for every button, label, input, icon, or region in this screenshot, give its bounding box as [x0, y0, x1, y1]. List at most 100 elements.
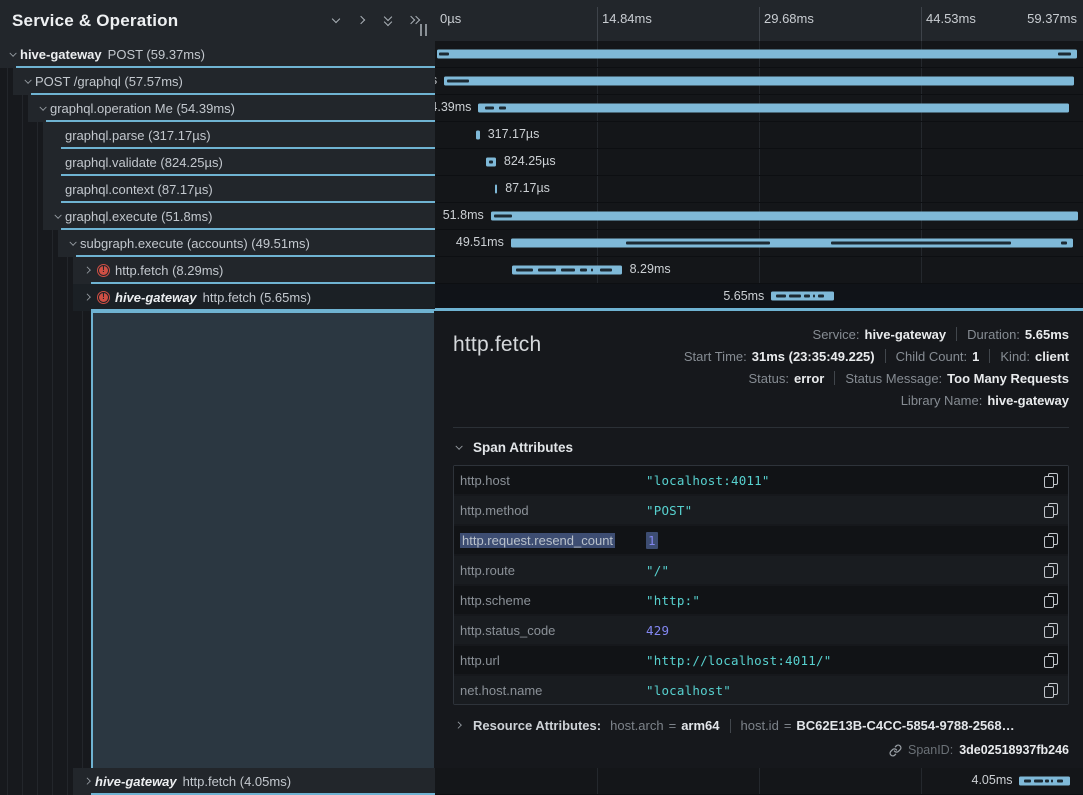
- span-meta-line: Service:hive-gatewayDuration:5.65ms: [813, 323, 1069, 345]
- attribute-key-text: net.host.name: [460, 683, 542, 698]
- expand-caret[interactable]: [81, 293, 95, 302]
- resource-key: host.id: [741, 718, 779, 733]
- copy-icon[interactable]: [1044, 653, 1058, 668]
- ruler-divider: [921, 7, 922, 41]
- meta-label: Status Message:: [845, 371, 942, 386]
- span-detail-panel: http.fetch Service:hive-gatewayDuration:…: [435, 311, 1083, 768]
- attribute-value: "localhost:4011": [646, 473, 1044, 488]
- child-span-marker: [485, 107, 493, 110]
- selected-span-expansion: [0, 311, 435, 768]
- attribute-key: http.host: [460, 473, 646, 488]
- copy-icon[interactable]: [1044, 503, 1058, 518]
- copy-icon[interactable]: [1044, 683, 1058, 698]
- ruler-divider: [597, 7, 598, 41]
- span-bar[interactable]: [1019, 777, 1070, 786]
- attribute-value: "http:": [646, 593, 1044, 608]
- expand-chevron-right-icon[interactable]: [349, 8, 375, 34]
- span-bar[interactable]: [495, 185, 497, 194]
- span-duration-label: 824.25µs: [504, 149, 556, 174]
- link-icon[interactable]: [889, 744, 902, 757]
- ruler-tick: 44.53ms: [926, 11, 976, 26]
- error-icon: [97, 264, 110, 277]
- copy-icon[interactable]: [1044, 593, 1058, 608]
- span-bar[interactable]: [437, 50, 1077, 59]
- timeline-panel: 0µs14.84ms29.68ms44.53ms59.37ms 57.57ms5…: [435, 0, 1083, 795]
- meta-value: 5.65ms: [1025, 327, 1069, 342]
- span-bar[interactable]: [511, 239, 1073, 248]
- tree-span-row[interactable]: hive-gatewayhttp.fetch (4.05ms): [0, 768, 435, 795]
- tree-span-row[interactable]: hive-gatewayPOST (59.37ms): [0, 41, 435, 68]
- panel-resize-handle[interactable]: [420, 24, 427, 36]
- attribute-value-text: 1: [646, 532, 658, 549]
- span-bar[interactable]: [478, 104, 1069, 113]
- operation-label: graphql.validate (824.25µs): [65, 155, 223, 170]
- span-duration-label: 87.17µs: [505, 176, 550, 201]
- resource-value: arm64: [681, 718, 719, 733]
- tree-span-row[interactable]: http.fetch (8.29ms): [0, 257, 435, 284]
- tree-span-row[interactable]: subgraph.execute (accounts) (49.51ms): [0, 230, 435, 257]
- expand-caret[interactable]: [81, 777, 95, 786]
- operation-label: graphql.context (87.17µs): [65, 182, 213, 197]
- ruler-tick: 59.37ms: [1027, 11, 1077, 26]
- expand-caret[interactable]: [51, 212, 65, 221]
- attribute-row: net.host.name"localhost": [454, 676, 1068, 704]
- expand-all-double-chevron-down-icon: [384, 16, 393, 25]
- expand-caret[interactable]: [21, 77, 35, 86]
- tree-span-row[interactable]: graphql.execute (51.8ms): [0, 203, 435, 230]
- collapse-all-chevron-down-icon[interactable]: [323, 8, 349, 34]
- expand-caret[interactable]: [6, 50, 20, 59]
- chevron-down-icon: [24, 78, 32, 86]
- meta-value: client: [1035, 349, 1069, 364]
- expand-caret[interactable]: [66, 239, 80, 248]
- span-duration-label: 317.17µs: [488, 122, 540, 147]
- copy-icon[interactable]: [1044, 473, 1058, 488]
- service-name: hive-gateway: [115, 290, 197, 305]
- child-span-marker: [1057, 780, 1063, 783]
- timeline-span-row: 824.25µs: [435, 149, 1083, 176]
- attribute-key-text: http.route: [460, 563, 515, 578]
- expand-caret[interactable]: [36, 104, 50, 113]
- span-id-row: SpanID: 3de02518937fb246: [453, 743, 1069, 757]
- tree-span-row[interactable]: graphql.validate (824.25µs): [0, 149, 435, 176]
- copy-icon[interactable]: [1044, 533, 1058, 548]
- timeline-rows: 57.57ms54.39ms317.17µs824.25µs87.17µs51.…: [435, 41, 1083, 311]
- attribute-key: http.status_code: [460, 623, 646, 638]
- span-bar[interactable]: [491, 212, 1078, 221]
- child-span-marker: [439, 53, 449, 56]
- attribute-key-text: http.host: [460, 473, 510, 488]
- child-span-marker: [447, 80, 469, 83]
- attribute-row: http.route"/": [454, 556, 1068, 586]
- operation-label: graphql.parse (317.17µs): [65, 128, 211, 143]
- tree-span-row[interactable]: graphql.context (87.17µs): [0, 176, 435, 203]
- span-bar[interactable]: [444, 77, 1074, 86]
- meta-divider: [956, 327, 957, 341]
- tree-span-row[interactable]: POST /graphql (57.57ms): [0, 68, 435, 95]
- meta-label: Child Count:: [896, 349, 968, 364]
- span-bar[interactable]: [512, 266, 622, 275]
- service-name: hive-gateway: [20, 47, 102, 62]
- expand-caret[interactable]: [81, 266, 95, 275]
- tree-span-row[interactable]: graphql.parse (317.17µs): [0, 122, 435, 149]
- span-bar[interactable]: [486, 158, 496, 167]
- meta-label: Kind:: [1000, 349, 1030, 364]
- child-span-marker: [494, 215, 513, 218]
- child-span-marker: [561, 269, 574, 272]
- tree-span-row[interactable]: graphql.operation Me (54.39ms): [0, 95, 435, 122]
- span-title: http.fetch: [453, 317, 541, 411]
- span-bar[interactable]: [476, 131, 480, 140]
- timeline-span-row: 57.57ms: [435, 68, 1083, 95]
- service-operation-header: Service & Operation: [0, 0, 435, 41]
- tree-span-row[interactable]: hive-gatewayhttp.fetch (5.65ms): [0, 284, 435, 311]
- resource-attributes-row[interactable]: Resource Attributes: host.arch=arm64host…: [453, 718, 1069, 733]
- expand-all-double-chevron-down-icon[interactable]: [375, 8, 401, 34]
- copy-icon[interactable]: [1044, 623, 1058, 638]
- span-duration-label: 5.65ms: [723, 284, 764, 309]
- span-attributes-header[interactable]: Span Attributes: [453, 427, 1069, 455]
- operation-label: http.fetch (4.05ms): [183, 774, 291, 789]
- span-bar[interactable]: [771, 292, 834, 301]
- span-attributes-table: http.host"localhost:4011"http.method"POS…: [453, 465, 1069, 705]
- meta-divider: [834, 371, 835, 385]
- meta-label: Library Name:: [901, 393, 983, 408]
- copy-icon[interactable]: [1044, 563, 1058, 578]
- child-span-marker: [776, 295, 786, 298]
